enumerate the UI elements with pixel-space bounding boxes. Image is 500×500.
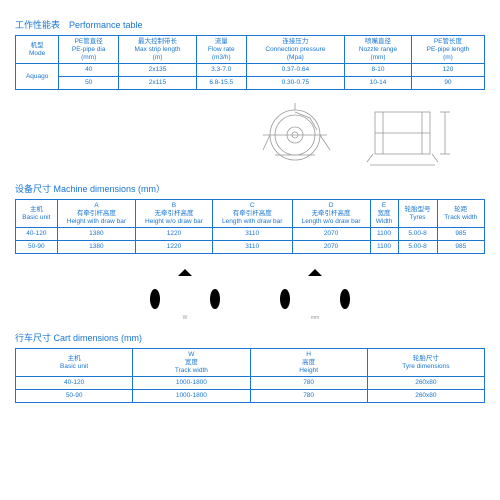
- col-noz: 喷嘴直径Nozzle range(mm): [345, 36, 412, 64]
- svg-text:mm: mm: [311, 315, 319, 319]
- table-row: 40-120138012203110207011005.00-8985: [16, 228, 485, 241]
- table-row: 主机Basic unit W宽度Track width H高度Height 轮胎…: [16, 348, 485, 376]
- mach-table: 主机Basic unit A有牵引杆高度Height with draw bar…: [15, 199, 485, 254]
- table-row: 40-1201000-1800780260x80: [16, 377, 485, 390]
- cart-diagram: W mm: [15, 260, 485, 323]
- table-row: 50-90138012203110207011005.00-8985: [16, 241, 485, 254]
- perf-title: 工作性能表 Performance table: [15, 18, 485, 31]
- col-mode: 机型Mode: [16, 36, 59, 64]
- svg-text:W: W: [183, 315, 188, 319]
- table-row: 主机Basic unit A有牵引杆高度Height with draw bar…: [16, 199, 485, 227]
- perf-table: 机型Mode PE管直径PE-pipe dia(mm) 最大控制带长Max st…: [15, 35, 485, 90]
- col-flow: 流量Flow rate(m3/h): [196, 36, 246, 64]
- cell-model: Aquago: [16, 64, 59, 90]
- col-plen: PE管长度PE-pipe length(m): [411, 36, 484, 64]
- col-len: 最大控制带长Max strip length(m): [119, 36, 197, 64]
- table-row: Aquago 402x1353.3-7.00.37-0.648-10120: [16, 64, 485, 77]
- table-row: 机型Mode PE管直径PE-pipe dia(mm) 最大控制带长Max st…: [16, 36, 485, 64]
- table-row: 502x1156.8-15.50.30-0.7510-1490: [16, 77, 485, 90]
- reel-diagram: [15, 96, 485, 174]
- col-press: 连接压力Connection pressure(Mpa): [246, 36, 345, 64]
- cart-table: 主机Basic unit W宽度Track width H高度Height 轮胎…: [15, 348, 485, 403]
- table-row: 50-901000-1800780260x80: [16, 390, 485, 403]
- col-dia: PE管直径PE-pipe dia(mm): [59, 36, 119, 64]
- cart-title: 行车尺寸 Cart dimensions (mm): [15, 331, 485, 344]
- mach-title: 设备尺寸 Machine dimensions (mm）: [15, 182, 485, 195]
